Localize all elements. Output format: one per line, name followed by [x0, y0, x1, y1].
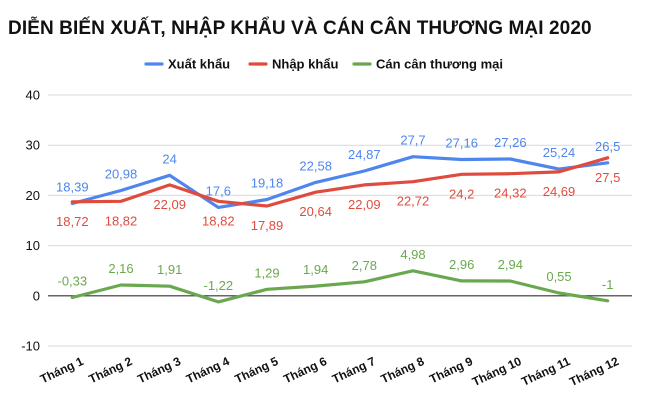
data-label: 20,98	[105, 166, 138, 181]
data-label: 0,55	[546, 269, 571, 284]
x-tick-label: Tháng 2	[87, 354, 135, 386]
x-tick-label: Tháng 8	[379, 354, 427, 386]
y-tick-label: 30	[26, 138, 40, 153]
data-label: 19,18	[251, 176, 284, 191]
data-label: 17,89	[251, 218, 284, 233]
x-tick-label: Tháng 9	[427, 354, 475, 386]
data-label: 24,32	[494, 186, 527, 201]
data-label: 2,78	[352, 258, 377, 273]
data-label: 24,2	[449, 186, 474, 201]
data-label: -1	[602, 277, 614, 292]
data-label: -1,22	[204, 278, 234, 293]
data-label: 1,91	[157, 262, 182, 277]
x-tick-label: Tháng 12	[567, 354, 621, 389]
data-label: 2,16	[108, 261, 133, 276]
chart-title: DIỄN BIẾN XUẤT, NHẬP KHẨU VÀ CÁN CÂN THƯ…	[8, 18, 592, 39]
y-tick-label: -10	[21, 339, 40, 354]
data-label: 22,09	[153, 197, 186, 212]
x-tick-label: Tháng 1	[38, 354, 86, 386]
data-label: 22,09	[348, 197, 381, 212]
data-label: 2,96	[449, 257, 474, 272]
y-tick-label: 10	[26, 238, 40, 253]
series-line-1	[70, 156, 610, 208]
y-tick-label: 0	[33, 288, 40, 303]
data-label: 27,5	[595, 170, 620, 185]
data-label: 22,58	[299, 158, 332, 173]
data-label: 22,72	[397, 194, 430, 209]
y-tick-label: 40	[26, 88, 40, 103]
data-label: 27,16	[445, 135, 478, 150]
legend-entry: Cán cân thương mại	[376, 57, 503, 72]
series-line-2	[70, 269, 610, 304]
data-label: 1,94	[303, 262, 328, 277]
data-label: 24,87	[348, 147, 381, 162]
x-tick-label: Tháng 6	[281, 354, 329, 386]
x-tick-label: Tháng 7	[330, 354, 378, 386]
x-tick-label: Tháng 3	[135, 354, 183, 386]
data-label: 27,7	[400, 133, 425, 148]
data-label: 18,82	[105, 213, 138, 228]
data-label: 2,94	[498, 257, 523, 272]
data-label: 18,82	[202, 213, 235, 228]
x-tick-label: Tháng 10	[470, 354, 524, 389]
data-label: -0,33	[58, 273, 88, 288]
x-tick-label: Tháng 5	[233, 354, 281, 386]
data-label: 17,6	[206, 183, 231, 198]
data-label: 18,72	[56, 214, 89, 229]
data-label: 18,39	[56, 179, 89, 194]
data-label: 27,26	[494, 135, 527, 150]
data-label: 4,98	[400, 247, 425, 262]
x-tick-label: Tháng 4	[184, 354, 232, 386]
x-tick-label: Tháng 11	[519, 354, 572, 389]
data-label: 1,29	[254, 265, 279, 280]
data-label: 24,69	[543, 184, 576, 199]
y-tick-label: 20	[26, 188, 40, 203]
data-label: 20,64	[299, 204, 332, 219]
data-label: 26,5	[595, 139, 620, 154]
legend-entry: Nhập khẩu	[272, 57, 339, 72]
data-label: 24	[162, 151, 176, 166]
series-line-0	[70, 155, 610, 209]
legend-entry: Xuất khẩu	[168, 57, 230, 72]
data-label: 25,24	[543, 145, 576, 160]
